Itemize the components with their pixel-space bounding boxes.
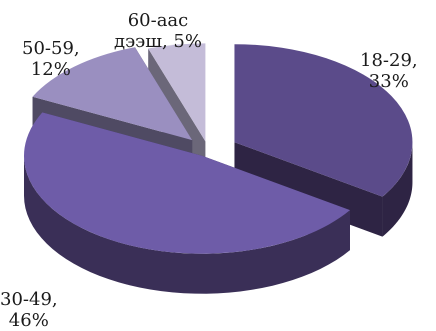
label-60-plus-name: 60-аас <box>127 10 189 31</box>
label-50-59-name: 50-59, <box>22 38 80 59</box>
pie-slice-0 <box>234 44 413 197</box>
label-30-49: 30-49, 46% <box>0 289 58 331</box>
label-18-29-value: 33% <box>368 71 409 92</box>
label-30-49-value: 46% <box>8 310 49 331</box>
label-60-plus: 60-аас дээш, 5% <box>114 10 202 52</box>
label-18-29-name: 18-29, <box>360 50 418 71</box>
label-18-29: 18-29, 33% <box>360 50 418 92</box>
label-30-49-name: 30-49, <box>0 289 58 310</box>
pie-slice-0-wall-0 <box>382 142 413 237</box>
pie-slice-3 <box>148 43 206 142</box>
label-60-plus-value: дээш, 5% <box>114 31 202 52</box>
pie-slice-1-wall-0 <box>24 155 350 294</box>
pie-slice-1 <box>23 112 351 254</box>
label-50-59: 50-59, 12% <box>22 38 80 80</box>
pie-slice-2 <box>32 47 193 141</box>
label-50-59-value: 12% <box>30 59 71 80</box>
